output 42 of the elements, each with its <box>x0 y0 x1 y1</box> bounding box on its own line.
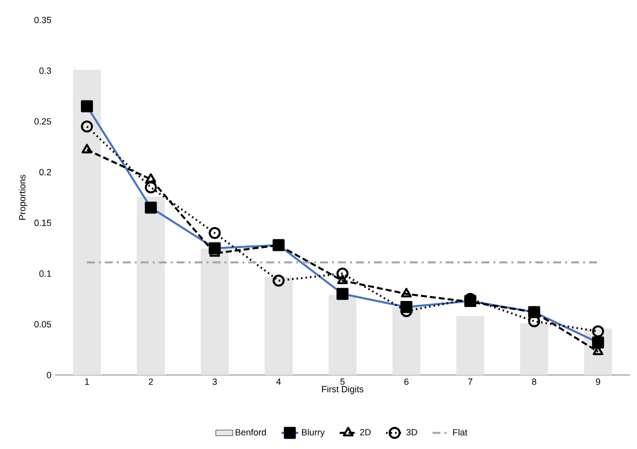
x-tick-label: 5 <box>340 378 345 385</box>
point <box>592 325 604 338</box>
bar <box>136 196 165 375</box>
y-axis-title: Proportions <box>18 174 28 220</box>
x-tick-label: 2 <box>148 378 153 385</box>
x-tick-label: 7 <box>468 378 472 385</box>
y-tick-label: 0 <box>46 372 52 378</box>
y-tick-label: 0.25 <box>34 118 52 125</box>
y-tick-label: 0.15 <box>34 220 52 226</box>
y-tick-label: 0.35 <box>34 16 52 24</box>
point <box>336 268 349 280</box>
legend-label: Blurry <box>302 428 325 438</box>
bar <box>520 323 548 375</box>
point <box>146 173 156 183</box>
x-axis-title: First Digits <box>322 386 364 394</box>
point <box>144 181 157 194</box>
x-tick-label: 6 <box>404 378 408 385</box>
legend-label: 3D <box>406 428 418 436</box>
x-tick-label: 9 <box>596 378 600 385</box>
bar <box>392 307 420 375</box>
point <box>82 144 92 154</box>
x-tick-label: 4 <box>276 378 281 385</box>
point <box>337 274 348 284</box>
bar <box>264 276 293 375</box>
y-tick-label: 0.1 <box>39 270 52 277</box>
y-tick-label: 0.2 <box>39 168 52 176</box>
bar <box>328 294 357 375</box>
x-tick-label: 8 <box>532 378 536 385</box>
legend-label: Flat <box>453 428 468 436</box>
bar <box>200 248 229 375</box>
bar <box>456 316 484 375</box>
point <box>80 120 93 132</box>
legend-label: 2D <box>360 428 371 436</box>
x-tick-label: 1 <box>85 378 89 385</box>
x-tick-label: 3 <box>212 378 217 385</box>
y-tick-label: 0.3 <box>39 68 52 74</box>
legend-label: Benford <box>236 428 266 436</box>
y-tick-label: 0.05 <box>34 321 52 328</box>
point <box>272 274 285 287</box>
point <box>208 227 221 239</box>
point <box>401 288 412 298</box>
bar <box>72 70 101 375</box>
